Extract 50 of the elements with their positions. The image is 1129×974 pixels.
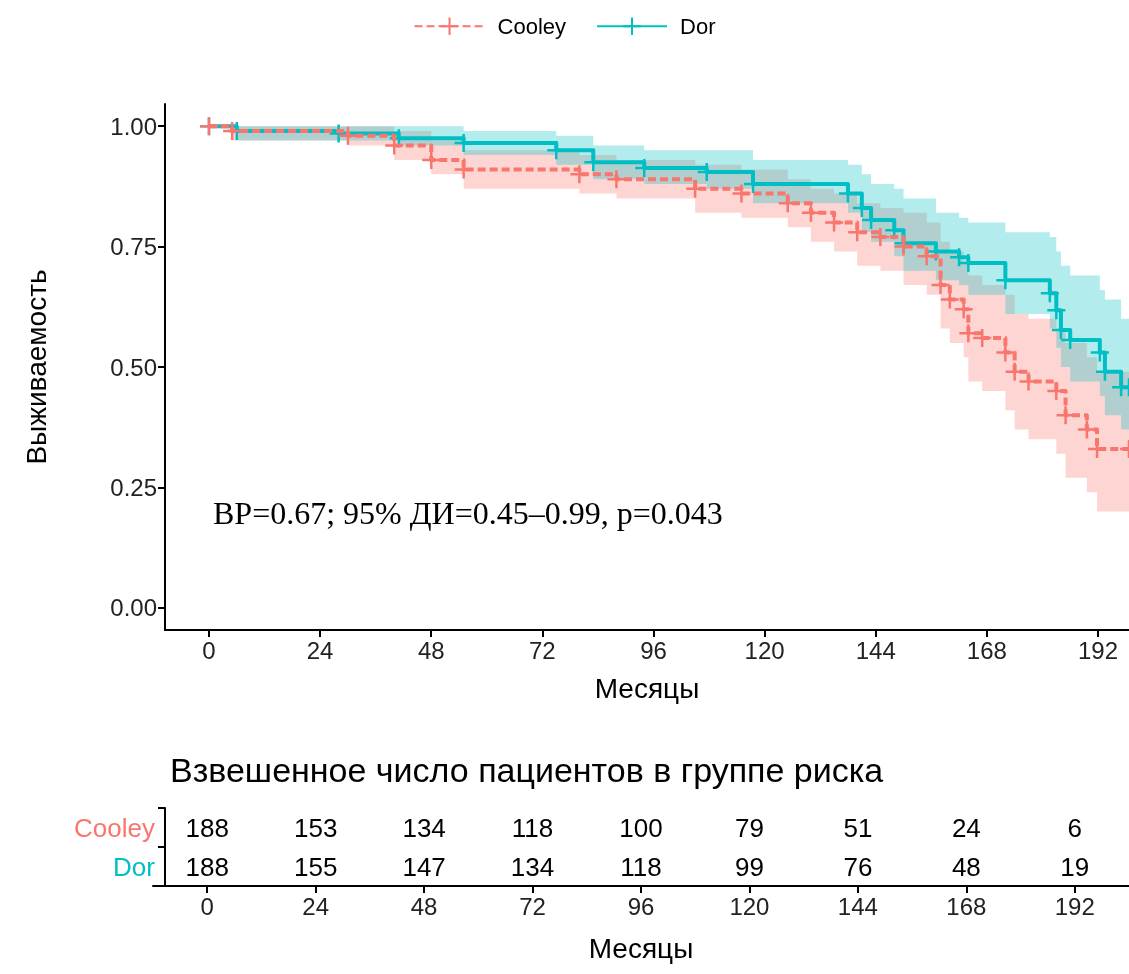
x-tick-label: 144	[855, 636, 896, 664]
data-label: 48	[951, 851, 981, 882]
chart-title: Взвешенное число пациентов в группе риска	[170, 751, 884, 789]
data-label: 24	[951, 812, 981, 843]
y-tick-label: 0.25	[110, 473, 157, 501]
y-tick-label: Dor	[113, 851, 156, 882]
x-tick-label: 192	[1077, 636, 1118, 664]
data-label: 153	[293, 812, 338, 843]
x-tick-label: 0	[202, 636, 216, 664]
annotation: ВР=0.67; 95% ДИ=0.45–0.99, p=0.043	[213, 495, 723, 531]
x-tick-label: 120	[744, 636, 785, 664]
data-label: 100	[619, 812, 663, 843]
x-tick-label: 24	[302, 892, 330, 920]
x-tick-label: 192	[1054, 892, 1095, 920]
x-tick-label: 168	[966, 636, 1007, 664]
x-tick-label: 96	[640, 636, 667, 664]
data-label: 118	[620, 851, 662, 882]
data-label: 134	[510, 851, 555, 882]
data-label: 155	[293, 851, 338, 882]
x-tick-label: 96	[627, 892, 655, 920]
x-tick-label: 120	[729, 892, 770, 920]
data-label: 188	[185, 851, 229, 882]
legend-label: Cooley	[497, 13, 567, 39]
x-tick-label: 48	[417, 636, 445, 664]
data-label: 76	[843, 851, 873, 882]
x-axis-title: Месяцы	[594, 672, 700, 704]
x-axis-title: Месяцы	[588, 932, 694, 964]
data-label: 79	[734, 812, 764, 843]
x-tick-label: 24	[306, 636, 334, 664]
x-tick-label: 144	[837, 892, 878, 920]
y-tick-label: 0.50	[110, 353, 157, 381]
y-axis-title: Выживаемость	[20, 269, 52, 465]
data-label: 118	[511, 812, 554, 843]
legend-label: Dor	[680, 13, 716, 39]
x-tick-label: 72	[529, 636, 556, 664]
data-label: 19	[1060, 851, 1090, 882]
data-label: 188	[185, 812, 229, 843]
y-tick-label: 0.00	[110, 594, 157, 622]
data-label: 6	[1067, 812, 1083, 843]
data-label: 134	[402, 812, 446, 843]
y-tick-label: 0.75	[110, 233, 157, 261]
x-tick-label: 168	[946, 892, 987, 920]
data-label: 99	[734, 851, 764, 882]
y-tick-label: 1.00	[110, 112, 157, 140]
data-label: 51	[843, 812, 873, 843]
data-label: 147	[402, 851, 446, 882]
y-tick-label: Cooley	[74, 812, 155, 843]
x-tick-label: 48	[410, 892, 438, 920]
x-tick-label: 72	[519, 892, 546, 920]
x-tick-label: 0	[200, 892, 214, 920]
